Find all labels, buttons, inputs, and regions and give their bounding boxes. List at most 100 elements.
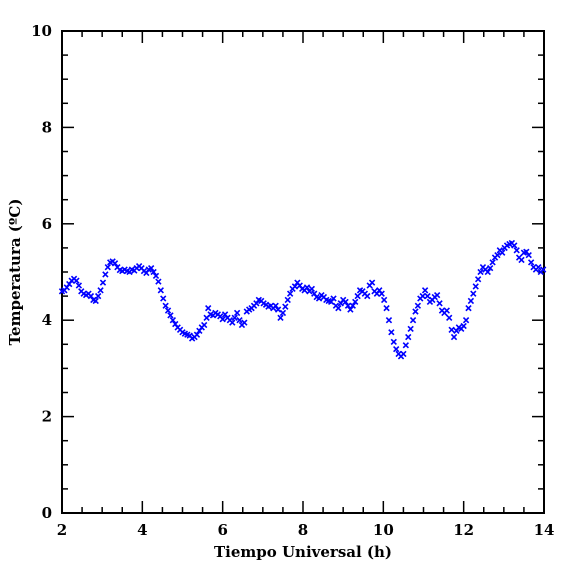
data-point <box>513 247 520 254</box>
data-point <box>233 309 241 317</box>
data-point <box>229 319 236 326</box>
data-point <box>499 249 506 256</box>
data-point <box>446 314 453 321</box>
x-tick-label: 4 <box>137 521 147 539</box>
data-point <box>97 287 104 294</box>
data-point <box>193 331 201 338</box>
data-point <box>102 271 109 278</box>
data-point <box>409 317 417 324</box>
data-point <box>433 291 441 299</box>
y-tick-label: 6 <box>42 215 52 233</box>
data-point <box>167 312 174 319</box>
data-point <box>272 302 279 309</box>
data-point <box>535 264 542 271</box>
data-point <box>421 287 429 294</box>
data-point <box>75 282 83 289</box>
data-point <box>388 329 395 336</box>
data-point <box>414 302 422 309</box>
data-point <box>443 307 450 314</box>
data-point <box>393 345 400 353</box>
data-point <box>274 306 282 313</box>
data-point <box>385 317 393 324</box>
data-point <box>390 338 397 346</box>
x-tick-label: 6 <box>217 521 227 539</box>
data-point <box>436 300 443 307</box>
data-point <box>303 284 311 291</box>
data-point <box>155 278 162 285</box>
data-point <box>94 292 102 300</box>
data-point <box>405 333 412 341</box>
data-point <box>462 317 470 324</box>
data-point <box>467 297 475 305</box>
data-point <box>448 326 455 334</box>
data-point <box>518 256 525 264</box>
axis-ticks <box>61 30 545 514</box>
data-point <box>472 283 479 290</box>
data-point <box>162 302 169 309</box>
data-point <box>99 279 107 286</box>
data-point <box>308 285 316 293</box>
data-point <box>525 251 532 259</box>
data-point <box>241 319 248 326</box>
data-point <box>284 296 291 304</box>
data-point <box>92 297 99 305</box>
data-point <box>219 316 226 323</box>
data-point <box>494 251 501 259</box>
data-point <box>477 268 484 276</box>
data-points <box>58 239 547 360</box>
data-point <box>282 303 289 310</box>
data-point <box>354 292 361 300</box>
x-tick-label: 8 <box>298 521 308 539</box>
data-point <box>152 272 160 280</box>
x-axis-title: Tiempo Universal (h) <box>214 543 392 561</box>
y-axis-title: Temperatura (ºC) <box>6 199 24 346</box>
data-point <box>424 292 431 300</box>
y-tick-label: 10 <box>31 22 52 40</box>
y-tick-label: 0 <box>42 504 52 522</box>
x-tick-label: 14 <box>534 521 555 539</box>
data-point <box>400 350 407 358</box>
data-point <box>342 298 349 306</box>
data-point <box>419 292 426 300</box>
data-point <box>279 309 287 317</box>
data-point <box>330 295 337 302</box>
data-point <box>169 317 177 324</box>
data-point <box>460 322 467 330</box>
data-point <box>487 264 494 272</box>
data-point <box>527 259 535 266</box>
data-point <box>349 302 356 309</box>
data-point <box>347 306 354 313</box>
data-point <box>286 290 294 297</box>
data-point <box>205 304 212 312</box>
data-point <box>73 277 80 284</box>
data-point <box>344 302 352 309</box>
data-point <box>201 321 208 329</box>
data-point <box>489 259 496 266</box>
y-tick-label: 4 <box>42 311 52 329</box>
y-tick-label: 2 <box>42 408 52 426</box>
data-point <box>157 287 164 294</box>
y-tick-label: 8 <box>42 118 52 136</box>
data-point <box>231 314 238 321</box>
data-point <box>368 279 376 286</box>
data-point <box>236 317 243 324</box>
data-point <box>87 292 95 300</box>
data-point <box>291 283 299 290</box>
data-point <box>465 304 472 312</box>
data-point <box>380 296 388 304</box>
data-point <box>378 290 385 297</box>
data-point <box>470 290 477 297</box>
data-point <box>402 342 409 349</box>
data-point <box>484 268 491 276</box>
data-point <box>150 268 157 276</box>
data-point <box>540 266 547 273</box>
data-point <box>407 325 414 333</box>
x-tick-label: 10 <box>373 521 394 539</box>
x-tick-label: 2 <box>57 521 67 539</box>
data-point <box>111 260 119 267</box>
data-point <box>412 308 419 315</box>
data-point <box>164 307 172 314</box>
data-point <box>148 264 155 272</box>
